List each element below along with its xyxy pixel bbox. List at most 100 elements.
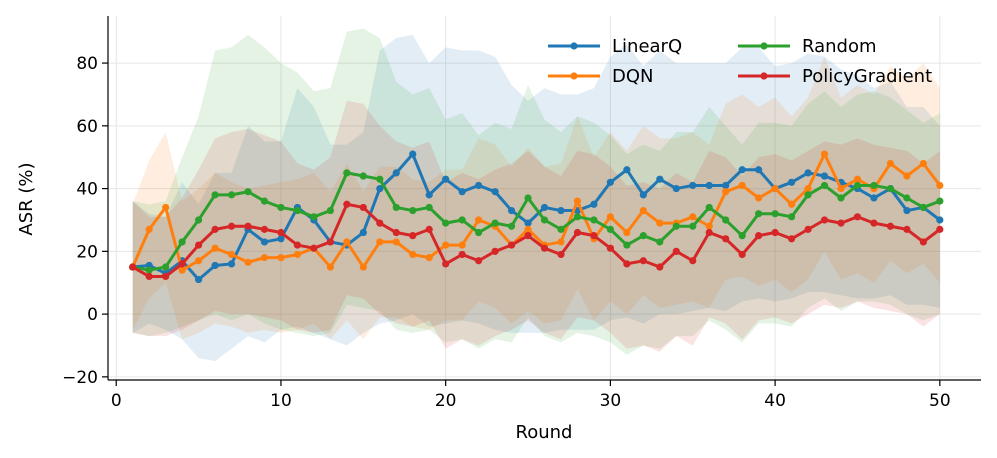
data-point [162, 203, 170, 212]
data-point [623, 166, 631, 174]
data-point [409, 150, 417, 158]
data-point [853, 181, 862, 190]
data-point [540, 203, 549, 212]
data-point [376, 184, 384, 193]
legend-marker [760, 42, 768, 50]
data-point [277, 254, 285, 262]
data-point [409, 232, 417, 240]
data-point [853, 213, 862, 221]
x-tick-label: 30 [600, 391, 622, 411]
x-tick-label: 40 [764, 391, 786, 411]
data-point [442, 175, 450, 183]
legend: LinearQ DQN Random PolicyGradient [548, 36, 932, 87]
data-point [227, 191, 236, 199]
data-point [820, 181, 829, 190]
data-point [804, 169, 812, 177]
data-point [623, 260, 631, 268]
data-point [244, 222, 252, 230]
data-point [705, 222, 713, 230]
data-point [507, 222, 516, 230]
data-point [656, 219, 664, 227]
x-tick-label: 50 [929, 391, 951, 411]
data-point [343, 169, 351, 177]
y-tick-label: 60 [76, 117, 98, 137]
data-point [820, 216, 829, 224]
data-point [787, 213, 796, 221]
data-point [903, 206, 911, 215]
data-point [573, 228, 582, 237]
data-point [425, 203, 433, 212]
data-point [326, 238, 334, 246]
data-point [837, 184, 845, 193]
data-point [211, 225, 219, 233]
data-point [755, 194, 763, 202]
legend-label: DQN [612, 66, 654, 87]
data-point [886, 159, 895, 168]
data-point [260, 238, 269, 246]
data-point [376, 238, 384, 246]
y-tick-label: −20 [62, 368, 98, 388]
data-point [623, 228, 631, 237]
data-point [178, 238, 186, 246]
data-point [573, 213, 582, 221]
data-point [689, 222, 697, 230]
data-point [870, 219, 878, 227]
data-point [507, 206, 516, 215]
data-point [458, 241, 466, 249]
data-point [194, 275, 203, 284]
data-point [722, 188, 730, 196]
x-tick-label: 20 [435, 391, 457, 411]
data-point [903, 225, 911, 233]
data-point [343, 200, 351, 208]
data-point [557, 206, 565, 215]
data-point [886, 222, 895, 230]
data-point [755, 232, 763, 240]
data-point [787, 178, 796, 186]
band-dqn [132, 56, 940, 340]
confidence-bands [132, 28, 940, 362]
data-point [689, 181, 697, 190]
data-point [903, 194, 911, 202]
data-point [277, 235, 285, 243]
data-point [491, 188, 499, 196]
data-point [475, 181, 483, 190]
data-point [491, 219, 499, 227]
data-point [524, 194, 532, 202]
data-point [409, 206, 417, 215]
data-point [672, 247, 680, 255]
data-point [310, 244, 318, 252]
data-point [392, 228, 400, 237]
y-tick-label: 40 [76, 180, 98, 200]
x-axis-ticks: 0 10 20 30 40 50 [111, 380, 951, 411]
data-point [194, 241, 203, 249]
data-point [820, 172, 829, 180]
data-point [475, 257, 483, 265]
data-point [507, 241, 516, 249]
data-point [129, 263, 137, 271]
data-point [886, 184, 895, 193]
data-point [787, 200, 796, 208]
data-point [524, 219, 532, 227]
data-point [804, 225, 812, 233]
data-point [573, 197, 582, 205]
series-random [129, 169, 944, 274]
data-point [623, 241, 631, 249]
data-point [359, 172, 367, 180]
data-point [590, 216, 598, 224]
data-point [787, 235, 796, 243]
data-point [722, 181, 730, 190]
x-axis-label: Round [516, 422, 573, 443]
data-point [557, 225, 565, 233]
legend-marker [570, 72, 578, 80]
data-point [771, 228, 779, 237]
data-point [392, 238, 400, 246]
data-point [293, 206, 302, 215]
data-point [606, 225, 614, 233]
data-point [326, 206, 334, 215]
data-point [936, 225, 944, 233]
data-point [458, 188, 466, 196]
y-axis-ticks: −20 0 20 40 60 80 [62, 54, 108, 388]
data-point [145, 272, 153, 281]
data-point [705, 181, 713, 190]
